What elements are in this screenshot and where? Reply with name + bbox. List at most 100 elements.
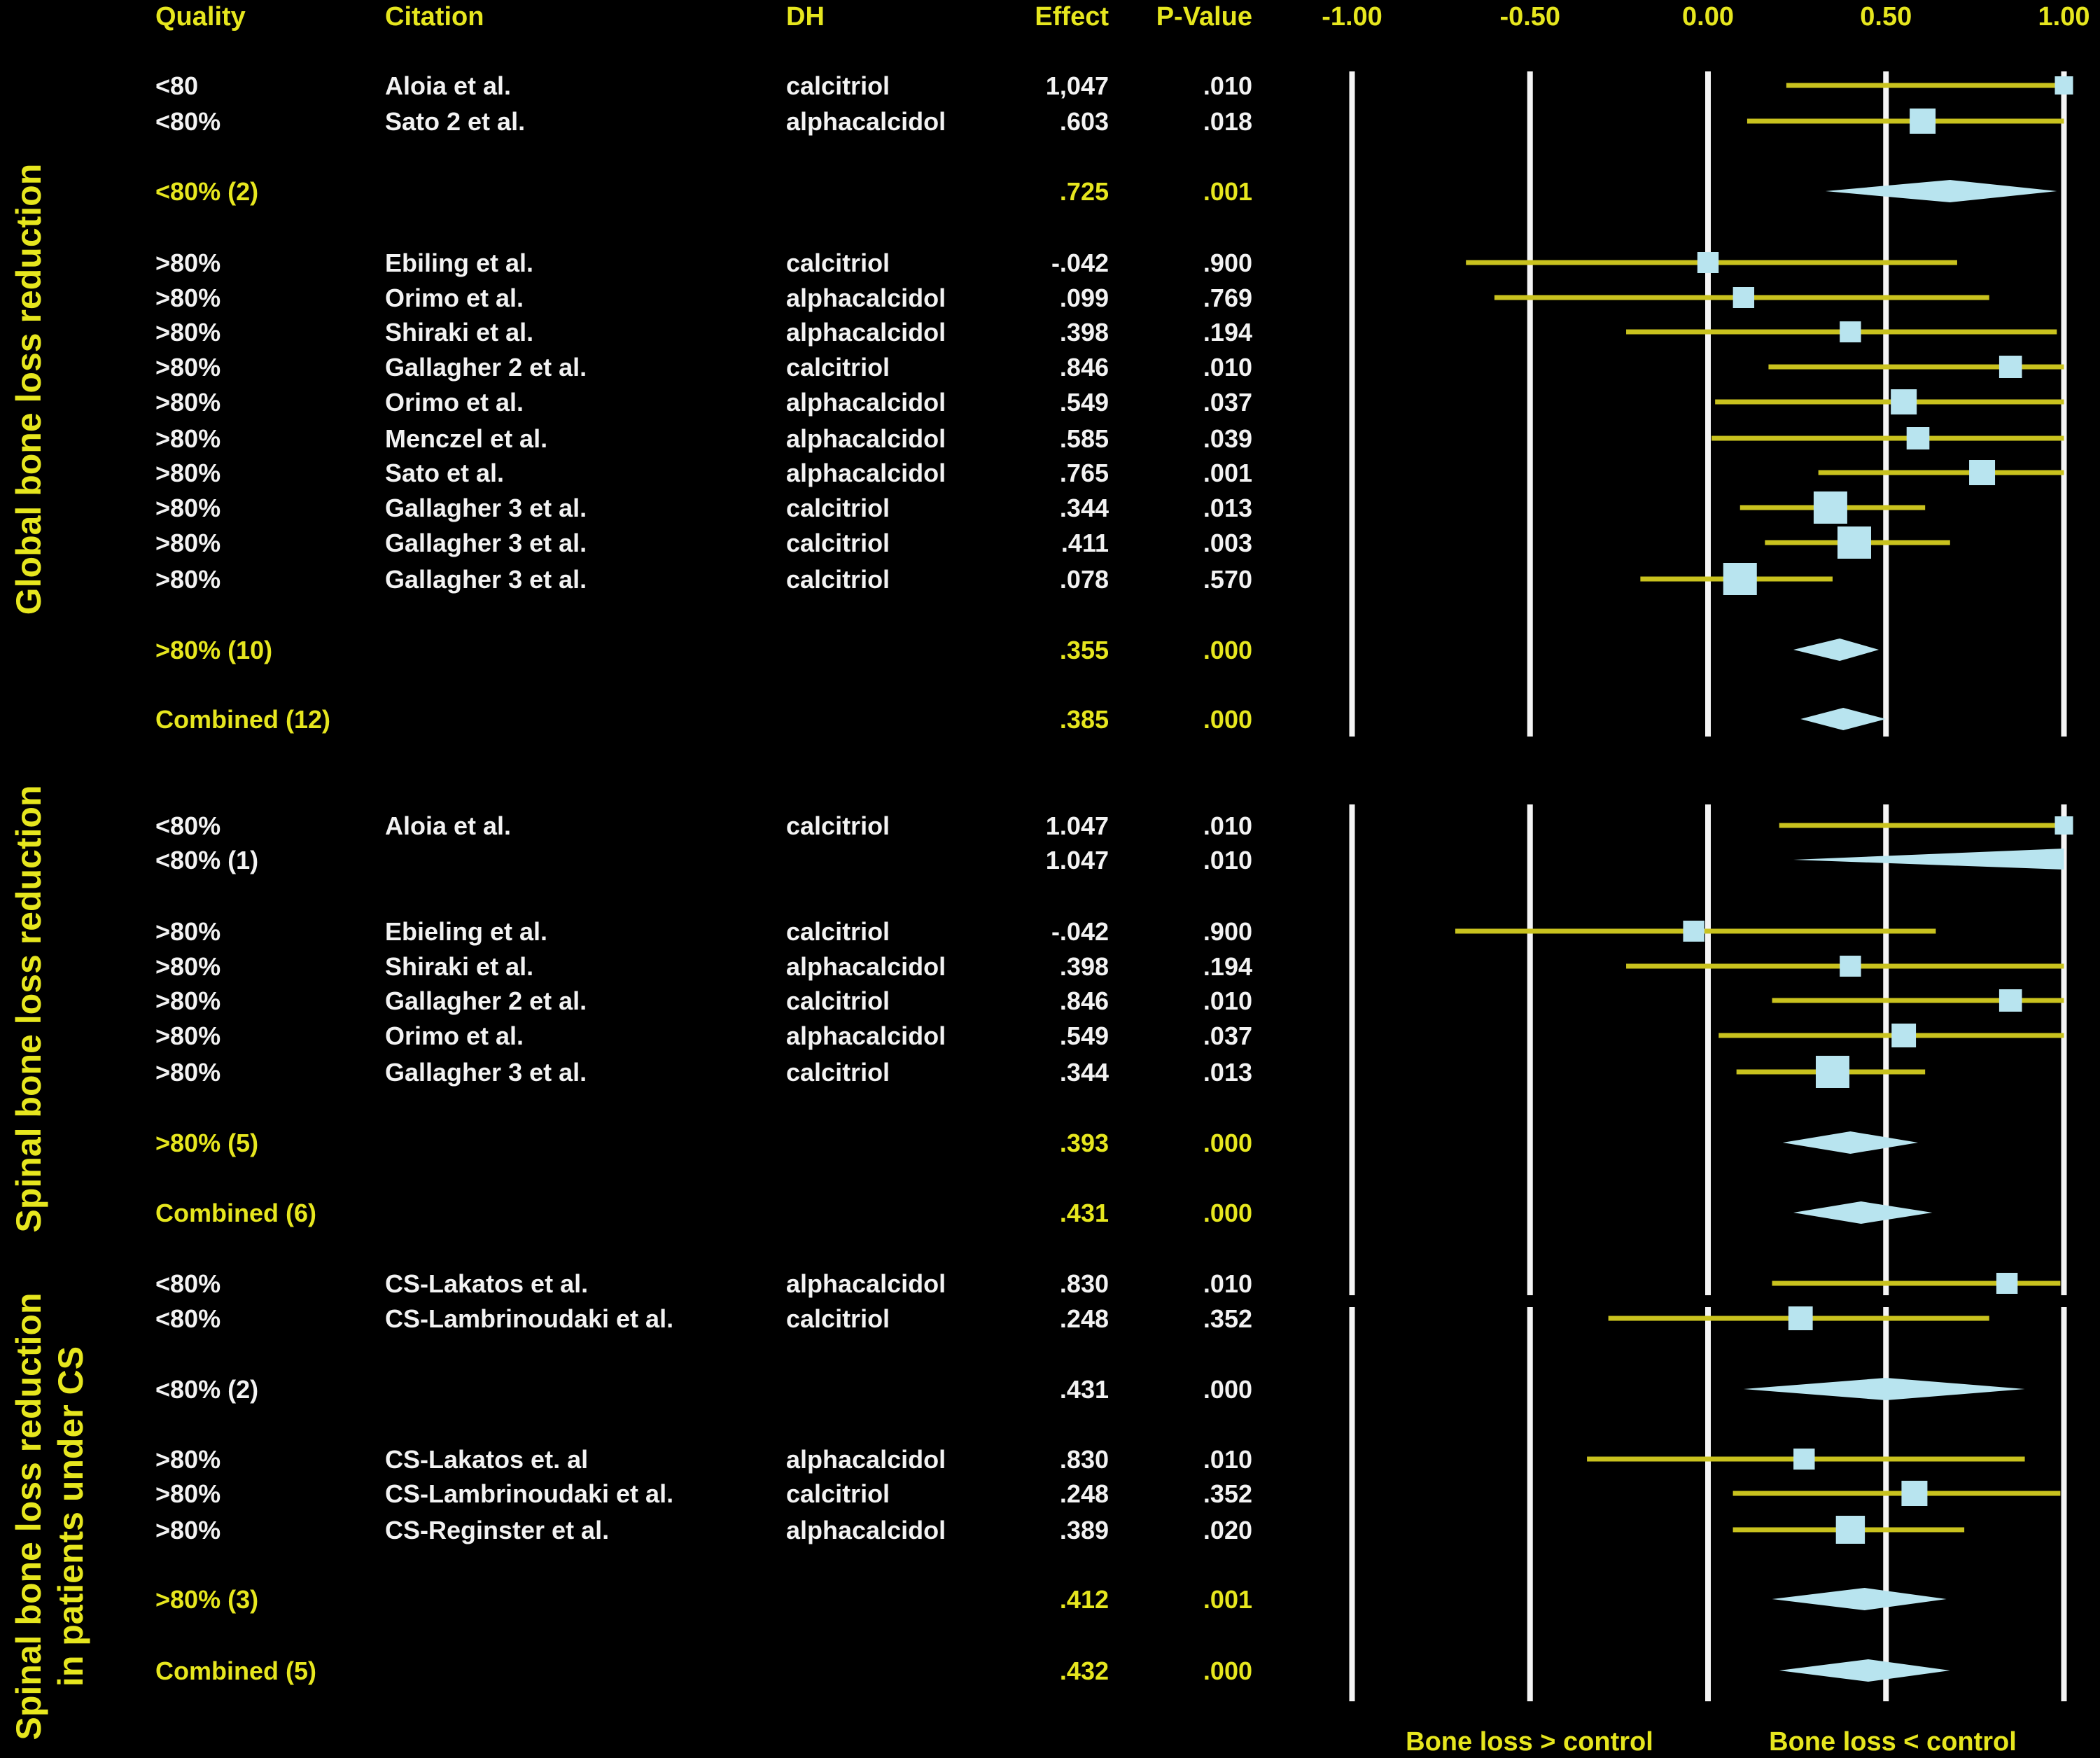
- effect-cell: .603: [1060, 107, 1109, 136]
- table-row: >80% Ebiling et al. calcitriol -.042 .900: [155, 249, 1252, 277]
- effect-marker: [1969, 460, 1996, 485]
- summary-row: >80% (5) .393 .000: [155, 1129, 1252, 1157]
- table-row: <80% Aloia et al. calcitriol 1.047 .010: [155, 811, 1252, 840]
- effect-cell: 1.047: [1046, 811, 1109, 840]
- effect-marker: [1732, 287, 1755, 308]
- quality-cell: >80%: [155, 494, 220, 522]
- effect-marker: [1683, 921, 1704, 942]
- effect-marker: [1837, 526, 1871, 559]
- plot-marks: [1455, 76, 2073, 1682]
- table-row: >80% Menczel et al. alphacalcidol .585 .039: [155, 424, 1252, 453]
- dh-cell: alphacalcidol: [786, 388, 946, 417]
- effect-marker: [1815, 1056, 1849, 1088]
- citation-cell: Gallagher 3 et al.: [385, 494, 587, 522]
- citation-cell: Ebiling et al.: [385, 249, 533, 277]
- effect-marker: [1906, 427, 1930, 449]
- citation-cell: Orimo et al.: [385, 284, 524, 312]
- effect-marker: [1840, 956, 1861, 977]
- x-axis-ticks: -1.00 -0.50 0.00 0.50 1.00: [1322, 2, 2090, 32]
- pvalue-cell: .013: [1203, 494, 1252, 522]
- table-rows: <80 Aloia et al. calcitriol 1,047 .010 <80% Sa…: [155, 71, 1252, 1685]
- quality-cell: >80%: [155, 388, 220, 417]
- summary-diamond: [1793, 849, 2064, 870]
- pvalue-cell: .194: [1203, 952, 1252, 981]
- summary-row: <80% (2) .431 .000: [155, 1375, 1252, 1404]
- quality-cell: >80% (3): [155, 1585, 258, 1614]
- x-tick-label: -0.50: [1499, 2, 1560, 32]
- pvalue-cell: .000: [1203, 1375, 1252, 1404]
- pvalue-cell: .010: [1203, 71, 1252, 100]
- table-row: >80% Gallagher 3 et al. calcitriol .344 .013: [155, 1058, 1252, 1087]
- quality-cell: <80% (1): [155, 846, 258, 874]
- effect-cell: .725: [1060, 177, 1109, 206]
- table-row: >80% Gallagher 3 et al. calcitriol .078 .570: [155, 565, 1252, 594]
- effect-cell: .398: [1060, 318, 1109, 347]
- quality-cell: >80%: [155, 353, 220, 382]
- x-tick-label: 0.00: [1682, 2, 1734, 32]
- table-row: <80% CS-Lambrinoudaki et al. calcitriol .24…: [155, 1304, 1252, 1333]
- dh-cell: calcitriol: [786, 1304, 890, 1333]
- table-row: >80% Gallagher 2 et al. calcitriol .846 .010: [155, 986, 1252, 1015]
- effect-cell: .431: [1060, 1375, 1109, 1404]
- table-row: <80% Sato 2 et al. alphacalcidol .603 .018: [155, 107, 1252, 136]
- quality-cell: >80%: [155, 1021, 220, 1050]
- pvalue-cell: .900: [1203, 249, 1252, 277]
- table-row: >80% CS-Reginster et al. alphacalcidol .389…: [155, 1516, 1252, 1544]
- pvalue-cell: .769: [1203, 284, 1252, 312]
- effect-cell: .385: [1060, 705, 1109, 734]
- footer-labels: Bone loss > control Bone loss < control: [1406, 1727, 2017, 1757]
- effect-cell: .846: [1060, 353, 1109, 382]
- effect-cell: .432: [1060, 1656, 1109, 1685]
- effect-cell: 1,047: [1046, 71, 1109, 100]
- table-row: >80% Sato et al. alphacalcidol .765 .001: [155, 459, 1252, 487]
- section-label-global: Global bone loss reduction: [9, 164, 48, 615]
- table-row: >80% Orimo et al. alphacalcidol .549 .037: [155, 388, 1252, 417]
- quality-cell: >80%: [155, 1445, 220, 1474]
- effect-marker: [1788, 1306, 1813, 1330]
- citation-cell: Menczel et al.: [385, 424, 547, 453]
- pvalue-cell: .194: [1203, 318, 1252, 347]
- effect-cell: .549: [1060, 1021, 1109, 1050]
- footer-label-right: Bone loss < control: [1769, 1727, 2017, 1757]
- quality-cell: >80%: [155, 284, 220, 312]
- header-citation: Citation: [385, 2, 484, 32]
- summary-diamond: [1793, 1201, 1933, 1224]
- quality-cell: >80%: [155, 529, 220, 557]
- table-row: >80% Shiraki et al. alphacalcidol .398 .194: [155, 318, 1252, 347]
- table-row: <80% CS-Lakatos et al. alphacalcidol .830 .0…: [155, 1269, 1252, 1298]
- quality-cell: >80%: [155, 986, 220, 1015]
- header-pvalue: P-Value: [1156, 2, 1252, 32]
- quality-cell: <80: [155, 71, 198, 100]
- effect-cell: .344: [1060, 1058, 1109, 1087]
- pvalue-cell: .010: [1203, 353, 1252, 382]
- section-label-cs-line2: in patients under CS: [51, 1346, 90, 1687]
- section-label-cs-line1: Spinal bone loss reduction: [9, 1293, 48, 1740]
- section-label-spinal: Spinal bone loss reduction: [9, 786, 48, 1233]
- table-row: >80% CS-Lambrinoudaki et al. calcitriol .24…: [155, 1479, 1252, 1508]
- dh-cell: calcitriol: [786, 1058, 890, 1087]
- pvalue-cell: .570: [1203, 565, 1252, 594]
- quality-cell: >80%: [155, 318, 220, 347]
- effect-marker: [1891, 1024, 1917, 1047]
- quality-cell: Combined (6): [155, 1199, 316, 1227]
- summary-diamond: [1793, 639, 1879, 661]
- citation-cell: CS-Lakatos et. al: [385, 1445, 588, 1474]
- summary-row: <80% (2) .725 .001: [155, 177, 1252, 206]
- table-row: >80% Orimo et al. alphacalcidol .099 .769: [155, 284, 1252, 312]
- citation-cell: CS-Lakatos et al.: [385, 1269, 588, 1298]
- quality-cell: Combined (12): [155, 705, 330, 734]
- citation-cell: Gallagher 2 et al.: [385, 986, 587, 1015]
- dh-cell: calcitriol: [786, 811, 890, 840]
- dh-cell: calcitriol: [786, 494, 890, 522]
- x-tick-label: 0.50: [1860, 2, 1912, 32]
- effect-cell: -.042: [1051, 249, 1109, 277]
- quality-cell: >80%: [155, 565, 220, 594]
- header-quality: Quality: [155, 2, 246, 32]
- pvalue-cell: .000: [1203, 1199, 1252, 1227]
- quality-cell: >80%: [155, 249, 220, 277]
- dh-cell: calcitriol: [786, 353, 890, 382]
- effect-cell: .389: [1060, 1516, 1109, 1544]
- summary-diamond: [1772, 1588, 1947, 1610]
- effect-marker: [1793, 1449, 1815, 1470]
- effect-cell: -.042: [1051, 917, 1109, 946]
